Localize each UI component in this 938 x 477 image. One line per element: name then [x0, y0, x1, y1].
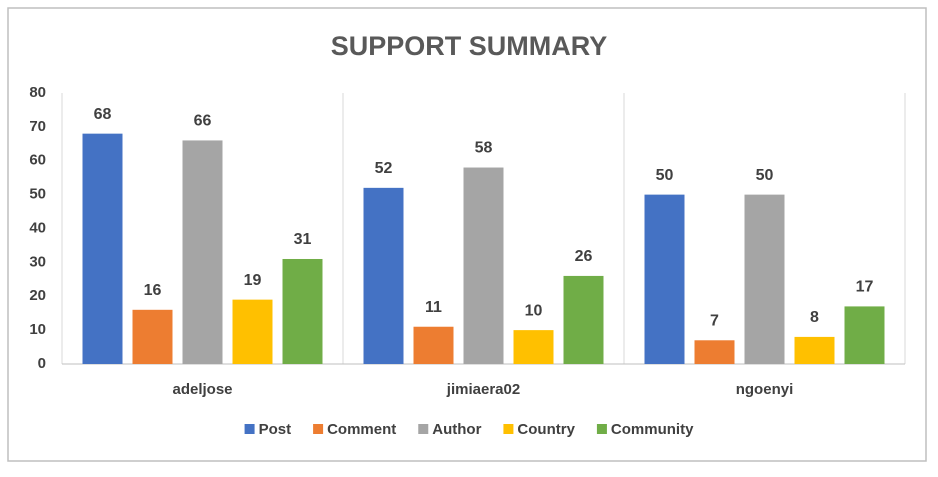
bar — [694, 340, 735, 364]
bar — [513, 330, 554, 364]
bar — [132, 309, 173, 364]
legend-swatch — [244, 424, 255, 434]
data-label: 16 — [144, 282, 162, 299]
legend-swatch — [596, 424, 607, 434]
y-tick-label: 70 — [29, 118, 46, 135]
data-label: 19 — [244, 272, 262, 289]
data-label: 7 — [710, 313, 719, 330]
y-tick-label: 80 — [29, 84, 46, 101]
bar — [794, 336, 835, 364]
legend-label: Country — [517, 421, 575, 438]
legend-swatch — [418, 424, 429, 434]
x-tick-label: jimiaera02 — [446, 381, 520, 398]
bar — [232, 299, 273, 364]
bar — [744, 194, 785, 364]
y-tick-label: 10 — [29, 321, 46, 338]
data-label: 66 — [194, 113, 212, 130]
bar — [463, 167, 504, 364]
x-tick-label: adeljose — [172, 381, 232, 398]
data-label: 58 — [475, 140, 493, 157]
data-label: 50 — [756, 167, 774, 184]
y-tick-label: 40 — [29, 219, 46, 236]
legend-label: Community — [611, 421, 694, 438]
bar — [282, 258, 323, 364]
data-label: 68 — [94, 106, 112, 123]
bar — [644, 194, 685, 364]
y-tick-label: 60 — [29, 152, 46, 169]
bar — [363, 187, 404, 364]
data-label: 26 — [575, 248, 593, 265]
data-label: 11 — [425, 299, 442, 316]
y-tick-label: 30 — [29, 253, 46, 270]
chart-title: SUPPORT SUMMARY — [331, 31, 608, 61]
bar — [413, 326, 454, 364]
legend-swatch — [313, 424, 324, 434]
data-label: 31 — [294, 231, 312, 248]
y-tick-label: 50 — [29, 186, 46, 203]
data-label: 10 — [525, 302, 543, 319]
data-label: 50 — [656, 167, 674, 184]
legend-label: Post — [259, 421, 292, 438]
legend-swatch — [503, 424, 514, 434]
data-label: 17 — [856, 279, 874, 296]
bar — [563, 275, 604, 364]
y-tick-label: 0 — [38, 355, 46, 372]
legend-label: Author — [432, 421, 481, 438]
legend-label: Comment — [327, 421, 396, 438]
bar — [182, 140, 223, 364]
bar — [844, 306, 885, 364]
bar — [82, 133, 123, 364]
data-label: 8 — [810, 309, 819, 326]
data-label: 52 — [375, 160, 393, 177]
y-tick-label: 20 — [29, 287, 46, 304]
x-tick-label: ngoenyi — [736, 381, 794, 398]
